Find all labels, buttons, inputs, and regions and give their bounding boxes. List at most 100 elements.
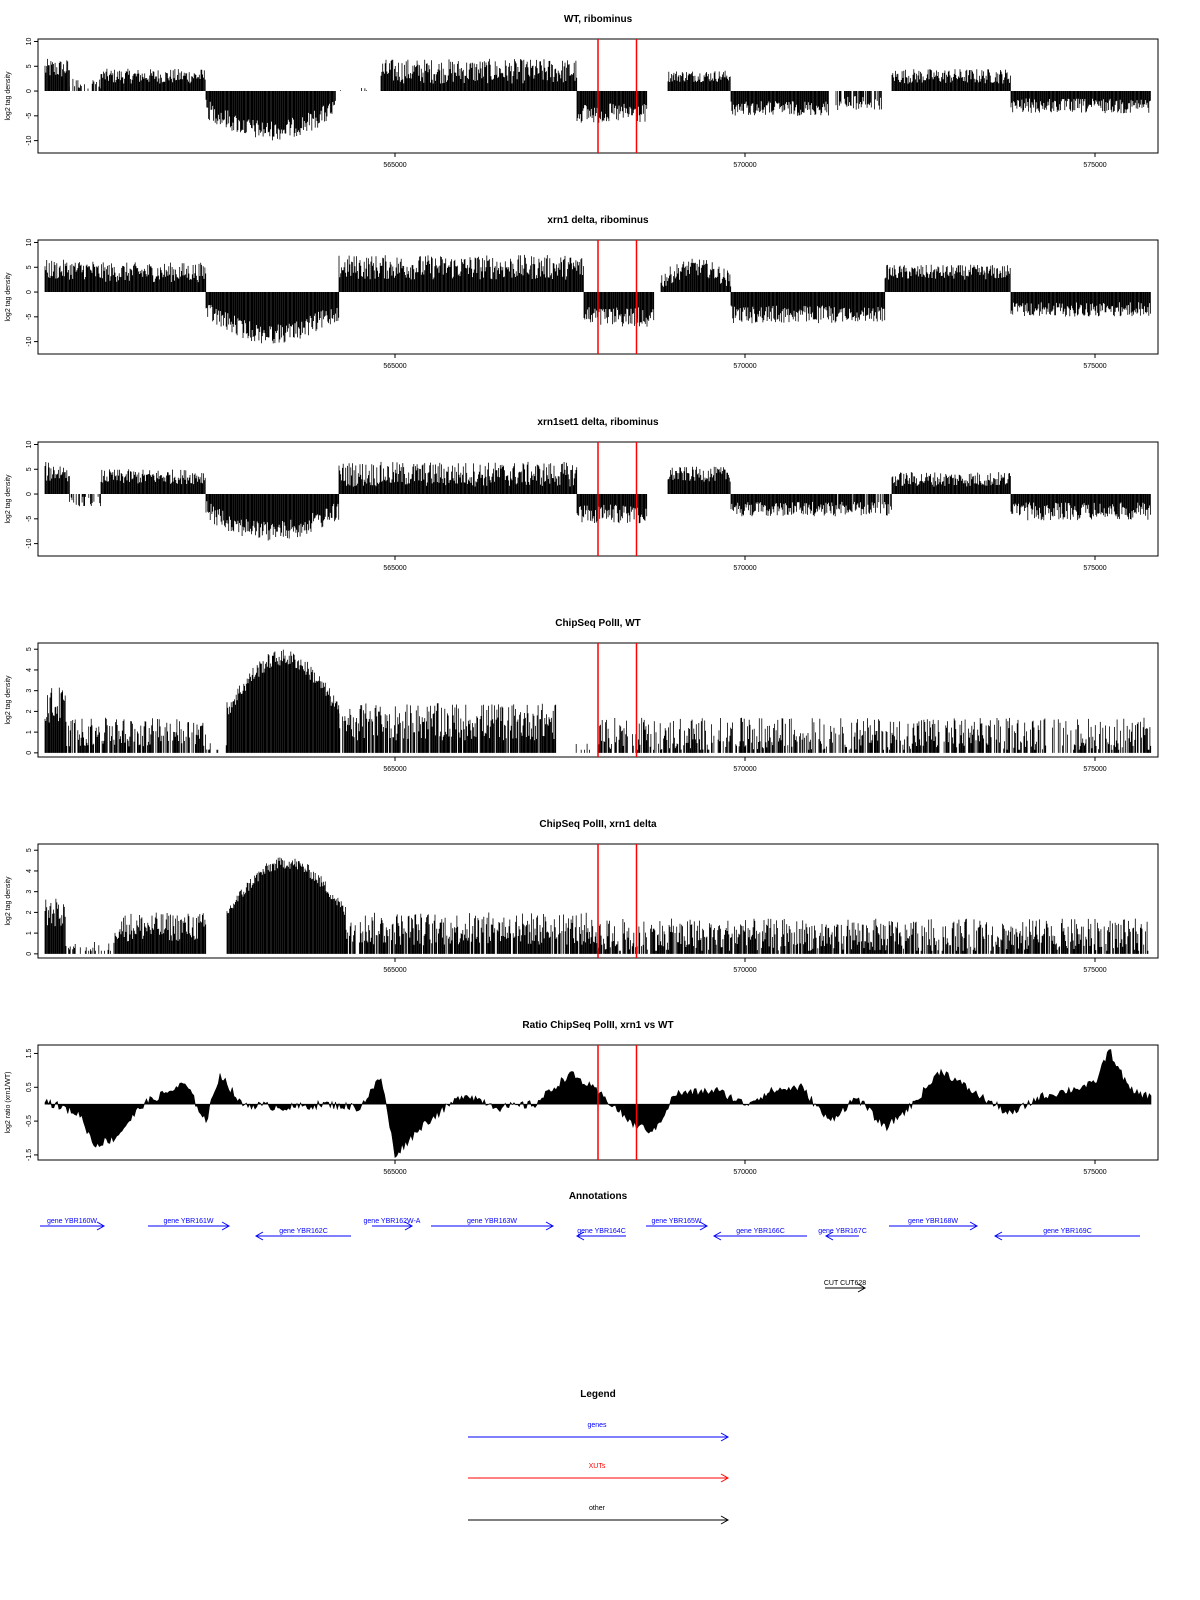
y-tick-label: 1.5	[26, 1048, 33, 1058]
x-tick-label: 565000	[383, 162, 406, 169]
gene-annotation: gene YBR165W	[646, 1218, 709, 1231]
x-tick-label: 570000	[733, 363, 756, 370]
y-tick-label: 3	[26, 890, 33, 894]
gene-annotation: gene YBR169C	[993, 1228, 1140, 1241]
arrow-head-icon	[720, 1515, 730, 1525]
gene-annotation: gene YBR161W	[148, 1218, 231, 1231]
y-tick-label: 0	[26, 89, 33, 93]
y-axis-label: log2 tag density	[5, 876, 12, 926]
y-tick-label: 0	[26, 751, 33, 755]
legend-title: Legend	[580, 1389, 616, 1400]
y-tick-label: 2	[26, 709, 33, 713]
chart-panel: xrn1 delta, ribominus log2 tag density 10 5…	[5, 215, 1159, 370]
y-axis-label: log2 tag density	[5, 675, 12, 725]
chart-title: ChipSeq PolII, WT	[555, 618, 641, 629]
y-tick-label: 5	[26, 647, 33, 651]
y-tick-label: 10	[26, 37, 33, 45]
y-tick-label: 0	[26, 952, 33, 956]
gene-annotation: gene YBR164C	[575, 1228, 626, 1241]
chart-title: xrn1set1 delta, ribominus	[537, 417, 659, 428]
y-tick-label: -10	[26, 135, 33, 145]
data-bars	[44, 857, 1149, 954]
chart-title: ChipSeq PolII, xrn1 delta	[539, 819, 657, 830]
y-tick-label: -1.5	[26, 1149, 33, 1161]
arrow-head-icon	[96, 1221, 106, 1231]
arrow-head-icon	[720, 1473, 730, 1483]
legend-item: genes	[468, 1422, 730, 1442]
gene-annotation: gene YBR160W	[40, 1218, 106, 1231]
x-tick-label: 570000	[733, 1169, 756, 1176]
x-tick-label: 575000	[1083, 162, 1106, 169]
arrow-head-icon	[545, 1221, 555, 1231]
x-tick-label: 570000	[733, 766, 756, 773]
gene-label: gene YBR161W	[163, 1218, 213, 1225]
arrow-head-icon	[575, 1231, 585, 1241]
gene-label: gene YBR169C	[1043, 1228, 1092, 1235]
x-tick-label: 575000	[1083, 766, 1106, 773]
gene-label: gene YBR162C	[279, 1228, 328, 1235]
y-tick-label: 10	[26, 440, 33, 448]
legend-items: genes XUTs other	[468, 1422, 730, 1525]
y-tick-label: 4	[26, 668, 33, 672]
y-tick-label: -5	[26, 113, 33, 119]
other-annotation: CUT CUT628	[824, 1280, 866, 1293]
gene-annotation: gene YBR162C	[254, 1228, 351, 1241]
gene-label: gene YBR164C	[577, 1228, 626, 1235]
y-tick-label: 2	[26, 910, 33, 914]
legend-label: genes	[587, 1422, 607, 1429]
x-tick-label: 565000	[383, 1169, 406, 1176]
y-tick-label: -5	[26, 516, 33, 522]
arrow-head-icon	[720, 1432, 730, 1442]
y-tick-label: 1	[26, 730, 33, 734]
gene-label: gene YBR163W	[467, 1218, 517, 1225]
legend-label: other	[589, 1505, 606, 1512]
chart-panel: Ratio ChipSeq PolII, xrn1 vs WT log2 rati…	[5, 1020, 1159, 1176]
x-tick-label: 575000	[1083, 967, 1106, 974]
y-tick-label: 1	[26, 931, 33, 935]
data-bars	[44, 58, 1151, 141]
chart-panel: WT, ribominus log2 tag density 10 5 0 -5 -10 56…	[5, 14, 1159, 169]
arrow-head-icon	[221, 1221, 231, 1231]
y-tick-label: -0.5	[26, 1115, 33, 1127]
x-tick-label: 565000	[383, 967, 406, 974]
y-axis-label: log2 tag density	[5, 71, 12, 121]
chart-panel: ChipSeq PolII, WT log2 tag density 5 4 3 2 1 0 5…	[5, 618, 1159, 773]
y-tick-label: 3	[26, 689, 33, 693]
y-tick-label: 10	[26, 238, 33, 246]
y-tick-label: 5	[26, 848, 33, 852]
x-tick-label: 575000	[1083, 363, 1106, 370]
y-tick-label: 5	[26, 64, 33, 68]
x-tick-label: 570000	[733, 162, 756, 169]
y-axis-label: log2 tag density	[5, 272, 12, 322]
data-bars	[44, 254, 1151, 344]
gene-annotation: gene YBR166C	[712, 1228, 807, 1241]
y-tick-label: 0.5	[26, 1082, 33, 1092]
y-tick-label: 0	[26, 290, 33, 294]
legend-item: other	[468, 1505, 730, 1525]
chart-panel: xrn1set1 delta, ribominus log2 tag densit…	[5, 417, 1159, 572]
x-tick-label: 570000	[733, 565, 756, 572]
y-axis-label: log2 tag density	[5, 474, 12, 524]
arrow-head-icon	[824, 1231, 834, 1241]
gene-label: CUT CUT628	[824, 1280, 866, 1287]
annotations-section: Annotations gene YBR160W gene YBR161Wgene…	[40, 1191, 1140, 1293]
gene-label: gene YBR160W	[47, 1218, 97, 1225]
gene-tracks: gene YBR160W gene YBR161W gene YBR162C gene…	[40, 1218, 1140, 1293]
arrow-head-icon	[699, 1221, 709, 1231]
gene-annotation: gene YBR167C	[818, 1228, 867, 1241]
chart-title: Ratio ChipSeq PolII, xrn1 vs WT	[522, 1020, 673, 1031]
chart-title: WT, ribominus	[564, 14, 633, 25]
arrow-head-icon	[404, 1221, 414, 1231]
x-tick-label: 565000	[383, 766, 406, 773]
y-tick-label: 5	[26, 265, 33, 269]
y-tick-label: 5	[26, 467, 33, 471]
x-tick-label: 565000	[383, 363, 406, 370]
arrow-head-icon	[969, 1221, 979, 1231]
gene-label: gene YBR168W	[908, 1218, 958, 1225]
x-tick-label: 570000	[733, 967, 756, 974]
x-tick-label: 575000	[1083, 565, 1106, 572]
x-tick-label: 575000	[1083, 1169, 1106, 1176]
annotations-title: Annotations	[569, 1191, 628, 1202]
